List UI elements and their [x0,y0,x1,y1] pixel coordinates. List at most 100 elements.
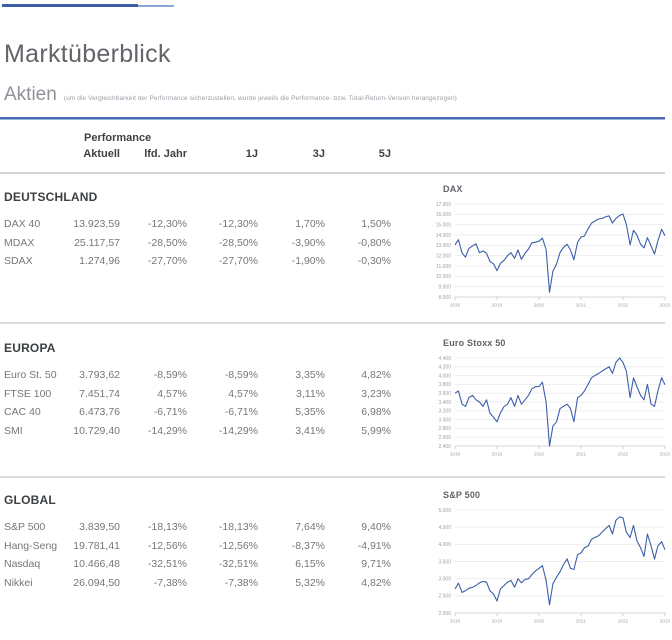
y-tick-label: 3.200 [438,409,451,415]
cell-value: 3,41% [295,424,325,437]
y-tick-label: 4.500 [438,525,451,531]
x-tick-label: 2022 [618,619,629,624]
cell-index-label: DAX 40 [4,218,41,230]
cell-value: 6,98% [361,406,391,418]
chart-canvas: 2.000 2.500 3.000 3.500 4.000 4.500 5.000 2018 2… [438,508,670,624]
x-tick-label: 2023 [660,303,671,308]
cell-value: -8,37% [291,539,325,552]
cell-value: 10.729,40 [73,424,120,437]
x-tick-label: 2022 [618,303,629,308]
cell-index-label: CAC 40 [4,406,41,418]
section-global: GLOBAL S&P 500 3.839,50 -18,13% -18,13% 7,64… [0,493,393,592]
aktien-heading: Aktien (um die Vergleichbarkeit der Perfo… [4,84,457,106]
section-rows: S&P 500 3.839,50 -18,13% -18,13% 7,64% 9,40% H… [0,518,393,592]
cell-value: 1,70% [295,218,325,230]
cell-index-label: SMI [4,424,23,437]
cell-value: -0,80% [357,236,391,249]
column-header-aktuell: Aktuell [83,148,120,160]
y-tick-label: 5.000 [438,508,451,514]
table-row: DAX 40 13.923,59 -12,30% -12,30% 1,70% 1,50% [0,215,393,234]
y-tick-label: 4.000 [438,542,451,548]
x-tick-label: 2021 [576,619,587,624]
chart-canvas: 8.000 9.000 10.000 11.000 12.000 13.000 14.000… [436,202,671,308]
cell-value: -3,90% [291,236,325,249]
cell-value: 19.781,41 [73,539,120,552]
y-tick-label: 9.000 [438,284,451,290]
cell-value: -12,56% [147,539,187,552]
cell-value: 5,32% [295,576,325,589]
section-name: GLOBAL [4,493,56,507]
column-header-lfd-jahr: lfd. Jahr [144,148,187,160]
section-separator-2 [0,476,665,478]
cell-index-label: Hang-Seng [4,539,58,552]
section-rows: DAX 40 13.923,59 -12,30% -12,30% 1,70% 1,50% M… [0,215,393,271]
cell-value: 6,15% [295,558,325,570]
y-tick-label: 3.000 [438,417,451,423]
cell-value: 5,35% [295,406,325,418]
chart-canvas: 2.400 2.600 2.800 3.000 3.200 3.400 3.600 3.800… [438,356,670,457]
cell-value: -18,13% [218,521,258,533]
y-tick-label: 4.200 [438,365,451,371]
cell-value: -7,38% [224,576,258,589]
section-rows: Euro St. 50 3.793,62 -8,59% -8,59% 3,35% 4,82… [0,366,393,440]
cell-value: -28,50% [147,236,187,249]
cell-value: 9,71% [361,558,391,570]
y-tick-label: 3.000 [438,576,451,582]
cell-value: -7,38% [153,576,187,589]
table-row: MDAX 25.117,57 -28,50% -28,50% -3,90% -0,80% [0,234,393,253]
cell-value: 4,57% [157,387,187,400]
x-tick-label: 2018 [450,452,461,457]
y-tick-label: 10.000 [436,274,452,280]
cell-value: 7,64% [295,521,325,533]
cell-value: -32,51% [218,558,258,570]
y-tick-label: 3.400 [438,400,451,406]
y-tick-label: 17.000 [436,202,452,208]
y-tick-label: 11.000 [436,264,451,270]
cell-value: -12,30% [147,218,187,230]
y-tick-label: 3.600 [438,391,451,397]
table-row: Euro St. 50 3.793,62 -8,59% -8,59% 3,35% 4,82… [0,366,393,385]
cell-value: 4,57% [228,387,258,400]
y-tick-label: 2.800 [438,426,451,432]
cell-value: -6,71% [153,406,187,418]
y-tick-label: 14.000 [436,233,452,239]
x-tick-label: 2019 [492,303,503,308]
section-separator-1 [0,322,665,324]
cell-value: -8,59% [153,369,187,381]
cell-value: -6,71% [224,406,258,418]
cell-value: 10.466,48 [73,558,120,570]
y-tick-label: 12.000 [436,253,452,259]
price-line [454,357,666,447]
column-header-row: Aktuell lfd. Jahr 1J 3J 5J [0,148,393,160]
cell-value: -14,29% [218,424,258,437]
cell-value: -4,91% [357,539,391,552]
y-tick-label: 2.600 [438,435,451,441]
sp-500-chart: S&P 500 2.000 2.500 3.000 3.500 4.000 4.500 5.… [433,490,672,627]
sp-500-chart-title: S&P 500 [443,490,481,500]
cell-value: 5,99% [361,424,391,437]
cell-index-label: FTSE 100 [4,387,52,400]
y-tick-label: 8.000 [438,295,451,301]
cell-value: 26.094,50 [73,576,120,589]
y-tick-label: 2.400 [438,444,451,450]
y-tick-label: 4.400 [438,356,451,362]
x-tick-label: 2020 [534,303,545,308]
cell-value: -12,30% [218,218,258,230]
cell-index-label: Nikkei [4,576,33,589]
table-header: Performance Aktuell lfd. Jahr 1J 3J 5J [0,131,393,160]
table-row: Nasdaq 10.466,48 -32,51% -32,51% 6,15% 9,71% [0,555,393,574]
x-tick-label: 2018 [450,303,461,308]
x-tick-label: 2019 [492,619,503,624]
cell-value: 3.793,62 [79,369,120,381]
x-tick-label: 2018 [450,619,461,624]
table-row: FTSE 100 7.451,74 4,57% 4,57% 3,11% 3,23% [0,385,393,404]
y-tick-label: 3.500 [438,559,451,565]
cell-value: 3,35% [295,369,325,381]
section-name: EUROPA [4,341,56,355]
dax-chart-title: DAX [443,184,463,194]
aktien-heading-label: Aktien [4,84,57,105]
top-accent-bar-dark [2,4,138,7]
dax-chart: DAX 8.000 9.000 10.000 11.000 12.000 13.000 14… [433,184,672,311]
blue-divider [0,117,665,120]
